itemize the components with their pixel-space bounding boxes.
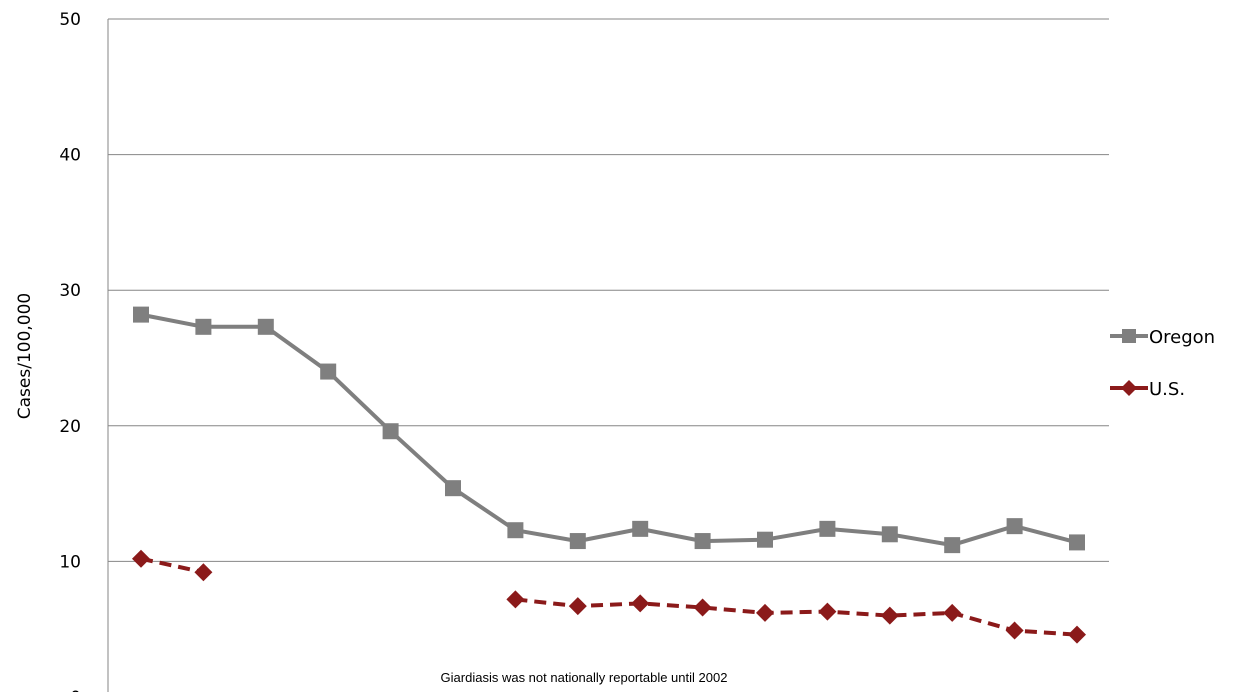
data-point-u-s-2 [194, 563, 213, 582]
y-axis-ticks: 0 10 20 30 40 50 [59, 10, 81, 692]
legend-item-u-s: U.S. [1110, 379, 1185, 400]
data-point-oregon-12 [819, 520, 836, 537]
y-tick-label-50: 50 [59, 10, 81, 30]
legend-label-u-s: U.S. [1149, 379, 1185, 400]
data-point-oregon-4 [320, 363, 337, 380]
y-axis-label: Cases/100,000 [15, 293, 35, 420]
data-point-oregon-11 [757, 531, 773, 548]
legend-label-oregon: Oregon [1149, 327, 1215, 348]
gridlines [108, 18, 1109, 562]
data-point-u-s-10 [693, 598, 712, 617]
series-markers [132, 306, 1086, 644]
data-point-u-s-9 [631, 594, 650, 613]
data-point-oregon-16 [1069, 534, 1085, 551]
data-point-oregon-9 [632, 520, 649, 537]
data-point-oregon-2 [195, 318, 212, 335]
data-point-oregon-14 [944, 537, 961, 554]
data-point-oregon-6 [445, 480, 461, 497]
data-point-oregon-8 [569, 533, 586, 550]
y-tick-label-0: 0 [70, 688, 81, 692]
data-point-oregon-3 [257, 318, 274, 335]
chart-annotation: Giardiasis was not nationally reportable… [441, 670, 728, 685]
data-point-u-s-11 [756, 603, 774, 622]
legend-item-oregon: Oregon [1110, 327, 1215, 348]
y-tick-label-30: 30 [59, 281, 81, 301]
data-point-u-s-15 [1005, 621, 1024, 640]
data-point-u-s-1 [132, 549, 150, 568]
y-tick-label-20: 20 [59, 417, 81, 437]
data-point-u-s-7 [506, 590, 525, 609]
data-point-u-s-13 [880, 606, 899, 625]
data-point-oregon-7 [507, 522, 524, 539]
data-point-oregon-10 [694, 533, 711, 550]
y-tick-label-10: 10 [59, 552, 81, 572]
data-point-oregon-1 [133, 306, 149, 323]
data-point-u-s-14 [943, 603, 962, 622]
series-line-u-s-2 [515, 597, 1078, 637]
data-point-u-s-12 [818, 602, 837, 621]
data-point-u-s-16 [1068, 625, 1086, 644]
data-point-oregon-15 [1006, 518, 1023, 535]
legend-marker-oregon [1122, 329, 1136, 343]
series-line-u-s-1 [140, 556, 204, 575]
y-tick-label-40: 40 [59, 146, 81, 166]
data-point-oregon-13 [881, 526, 898, 543]
series-lines [140, 312, 1078, 637]
series-line-oregon-1 [140, 312, 1078, 548]
legend-marker-u-s [1121, 380, 1137, 396]
legend: Oregon U.S. [1110, 327, 1215, 400]
data-point-u-s-8 [568, 597, 587, 616]
data-point-oregon-5 [382, 423, 399, 440]
